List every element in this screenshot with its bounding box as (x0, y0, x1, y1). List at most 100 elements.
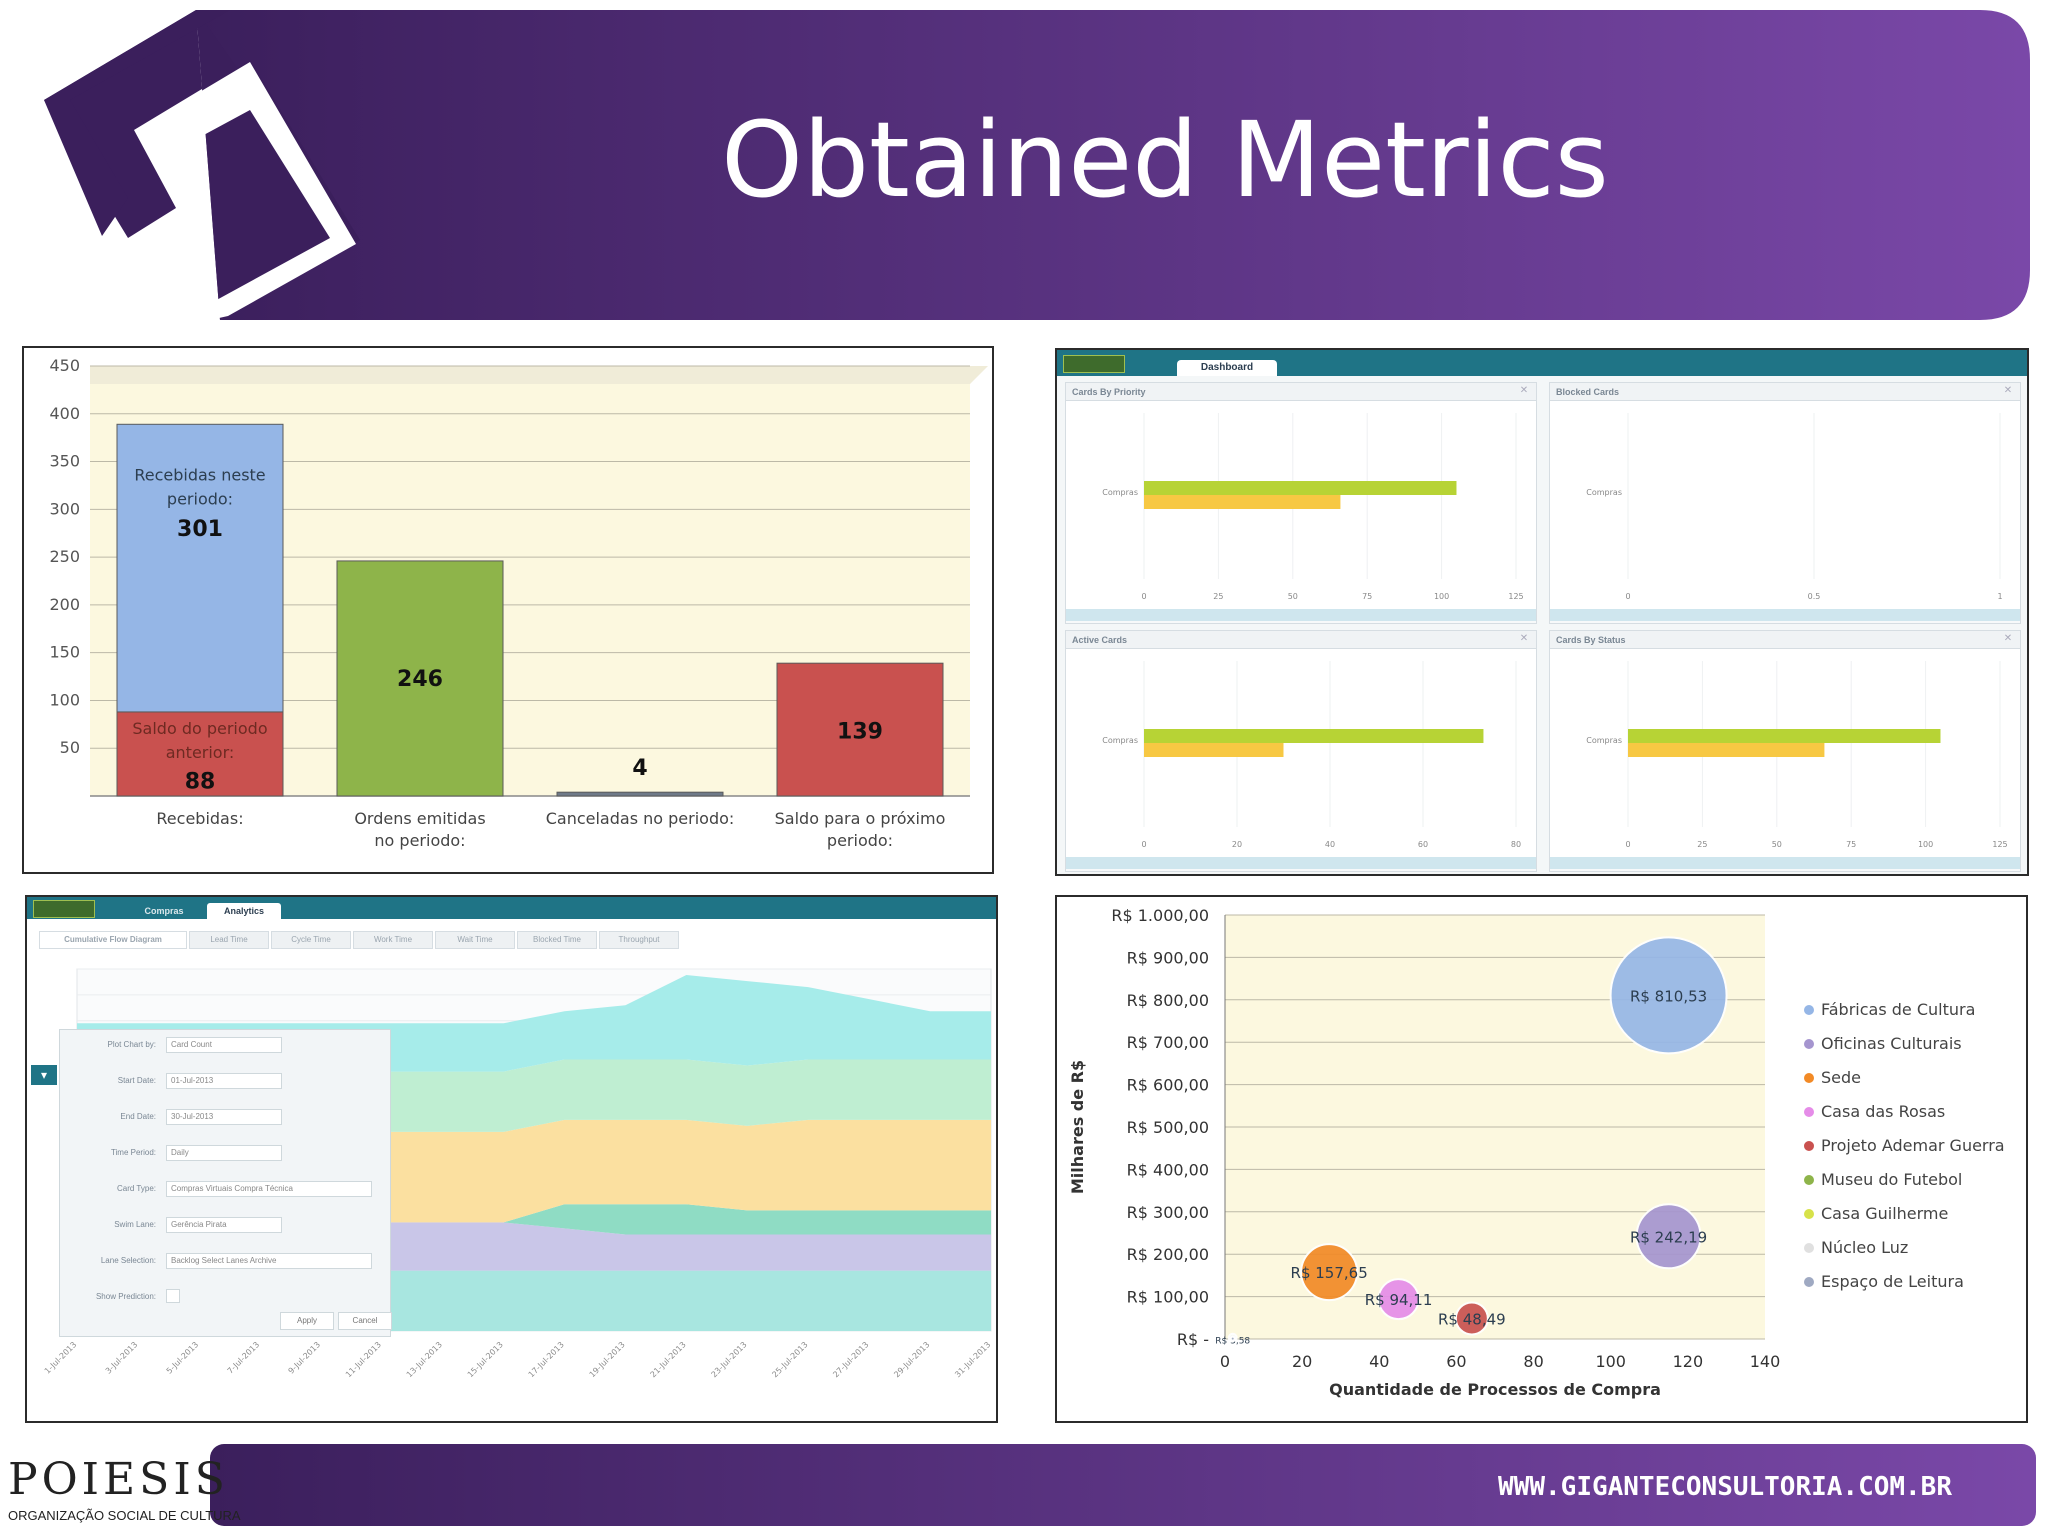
cancel-button[interactable]: Cancel (338, 1312, 392, 1330)
data-label: 246 (397, 667, 443, 692)
dashboard-card: Blocked Cards ✕ 0 0.5 1 Compras (1549, 382, 2021, 624)
form-label: End Date: (120, 1112, 156, 1121)
x-tick-label: 0 (1625, 840, 1630, 849)
table-row (1066, 621, 1536, 623)
legend-label: Oficinas Culturais (1821, 1034, 1962, 1053)
form-field[interactable]: Gerência Pirata (166, 1217, 282, 1233)
close-icon[interactable]: ✕ (1519, 385, 1529, 396)
form-field[interactable]: Compras Virtuais Compra Técnica (166, 1181, 372, 1197)
form-field[interactable]: Card Count (166, 1037, 282, 1053)
legend-label: Museu do Futebol (1821, 1170, 1962, 1189)
bar (116, 423, 284, 713)
data-label: 301 (177, 517, 223, 542)
table-row (1550, 869, 2020, 871)
form-label: Start Date: (117, 1076, 156, 1085)
card-title: Cards By Priority (1066, 383, 1536, 401)
x-tick-label: 9-Jul-2013 (287, 1340, 323, 1376)
poiesis-logo: POIESIS (8, 1454, 229, 1505)
y-tick-label: R$ 700,00 (1127, 1033, 1209, 1052)
subtab-1[interactable]: Lead Time (189, 931, 269, 949)
x-tick-label: 60 (1418, 840, 1428, 849)
chart-options-form: Plot Chart by: Card Count Start Date: 01-Ju… (59, 1029, 392, 1337)
subtab-6[interactable]: Throughput (599, 931, 679, 949)
legend-label: Sede (1821, 1068, 1861, 1087)
y-tick-label: R$ 500,00 (1127, 1118, 1209, 1137)
poiesis-logo-subtitle: ORGANIZAÇÃO SOCIAL DE CULTURA (8, 1508, 241, 1523)
x-tick-label: 80 (1511, 840, 1521, 849)
form-field[interactable]: 30-Jul-2013 (166, 1109, 282, 1125)
dashboard-card: Cards By Status ✕ 0 25 50 75 100 125 Compras (1549, 630, 2021, 872)
card-chart: 0 25 50 75 100 125 Compras (1550, 661, 2020, 871)
bubble-label: R$ 48,49 (1438, 1310, 1506, 1328)
x-tick-label: no periodo: (374, 831, 465, 850)
y-tick-label: 400 (49, 404, 80, 423)
y-tick-label: 300 (49, 499, 80, 518)
form-field[interactable]: 01-Jul-2013 (166, 1073, 282, 1089)
tab-analytics[interactable]: Analytics (207, 903, 281, 919)
x-tick-label: 17-Jul-2013 (527, 1340, 566, 1379)
x-tick-label: 0 (1625, 592, 1630, 601)
bubble-chart-canvas: R$ - R$ 100,00 R$ 200,00 R$ 300,00 R$ 400,00… (1068, 906, 2005, 1399)
y-tick-label: R$ 300,00 (1127, 1203, 1209, 1222)
legend-marker (1804, 1175, 1814, 1185)
y-tick-label: R$ 400,00 (1127, 1160, 1209, 1179)
close-icon[interactable]: ✕ (2003, 385, 2013, 396)
show-prediction-checkbox[interactable] (166, 1289, 180, 1303)
y-tick-label: R$ 900,00 (1127, 948, 1209, 967)
y-tick-label: R$ - (1177, 1330, 1209, 1349)
x-tick-label: periodo: (827, 831, 893, 850)
close-icon[interactable]: ✕ (1519, 633, 1529, 644)
x-tick-label: 75 (1362, 592, 1372, 601)
subtab-5[interactable]: Blocked Time (517, 931, 597, 949)
x-tick-label: 1 (1997, 592, 2002, 601)
app-logo[interactable] (33, 900, 95, 918)
table-header (1550, 609, 2020, 621)
dashboard-card: Active Cards ✕ 0 20 40 60 80 Compras (1065, 630, 1537, 872)
apply-button[interactable]: Apply (280, 1312, 334, 1330)
x-tick-label: Saldo para o próximo (775, 809, 946, 828)
bubble (1609, 936, 1728, 1055)
orders-bar-chart: 50 100 150 200 250 300 350 400 450 Recebidas: Orde… (22, 346, 994, 874)
subtab-0[interactable]: Cumulative Flow Diagram (39, 931, 187, 949)
subtab-3[interactable]: Work Time (353, 931, 433, 949)
collapse-toggle[interactable]: ▾ (31, 1065, 57, 1085)
x-tick-label: 75 (1846, 840, 1856, 849)
subtab-4[interactable]: Wait Time (435, 931, 515, 949)
x-tick-label: 100 (1434, 592, 1449, 601)
x-tick-label: Ordens emitidas (354, 809, 485, 828)
data-label: periodo: (167, 490, 233, 509)
legend-label: Núcleo Luz (1821, 1238, 1908, 1257)
tab-compras[interactable]: Compras (144, 906, 184, 916)
y-tick-label: R$ 1.000,00 (1111, 906, 1209, 925)
form-field[interactable]: Daily (166, 1145, 282, 1161)
y-tick-label: Compras (1102, 488, 1138, 497)
x-tick-label: 13-Jul-2013 (405, 1340, 444, 1379)
form-field[interactable]: Backlog Select Lanes Archive (166, 1253, 372, 1269)
x-tick-label: 0 (1141, 840, 1146, 849)
bar (336, 560, 504, 797)
bubble (1635, 1203, 1702, 1270)
tab-dashboard[interactable]: Dashboard (1177, 360, 1277, 376)
x-tick-label: 7-Jul-2013 (226, 1340, 262, 1376)
x-tick-label: 0 (1220, 1352, 1230, 1371)
x-tick-label: Recebidas: (156, 809, 243, 828)
x-tick-label: 0.5 (1808, 592, 1821, 601)
app-logo[interactable] (1063, 355, 1125, 373)
card-chart: 0 0.5 1 Compras (1550, 413, 2020, 623)
y-tick-label: Compras (1586, 488, 1622, 497)
legend-label: Espaço de Leitura (1821, 1272, 1964, 1291)
data-label: Recebidas neste (134, 466, 265, 485)
x-tick-label: 20 (1232, 840, 1242, 849)
bar (556, 791, 724, 797)
x-tick-label: 5-Jul-2013 (165, 1340, 201, 1376)
legend-label: Projeto Ademar Guerra (1821, 1136, 2005, 1155)
close-icon[interactable]: ✕ (2003, 633, 2013, 644)
form-label: Time Period: (110, 1148, 156, 1157)
x-tick-label: 40 (1325, 840, 1335, 849)
x-tick-label: 15-Jul-2013 (466, 1340, 505, 1379)
y-tick-label: Compras (1102, 736, 1138, 745)
y-tick-label: 450 (49, 356, 80, 375)
bar (1144, 743, 1284, 757)
subtab-2[interactable]: Cycle Time (271, 931, 351, 949)
y-tick-label: 50 (60, 738, 80, 757)
